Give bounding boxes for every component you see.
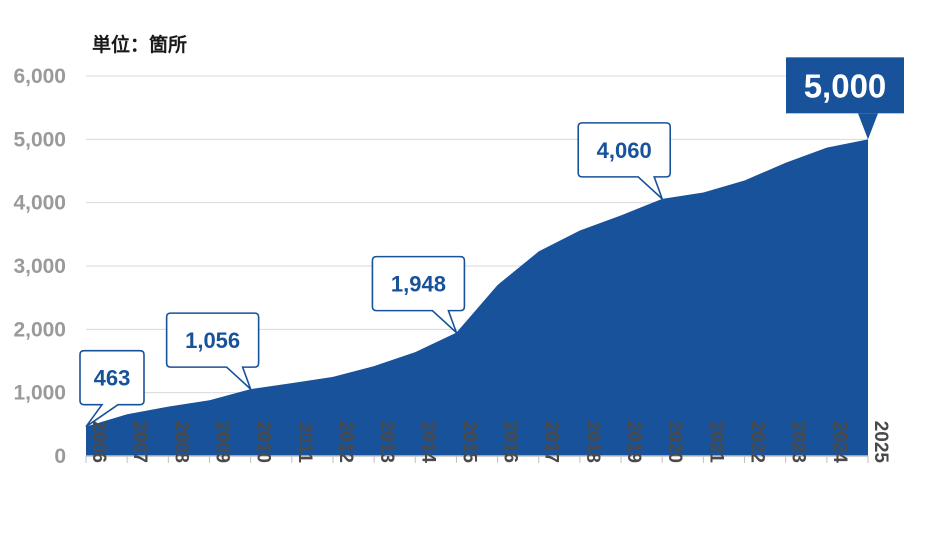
callout-label: 463 — [94, 366, 131, 391]
unit-label: 単位：箇所 — [92, 34, 188, 56]
x-tick-label: 2010 — [253, 421, 274, 463]
x-tick-label: 2018 — [582, 421, 603, 463]
callout-box — [577, 122, 672, 200]
x-tick-label: 2021 — [705, 421, 726, 464]
x-tick-label: 2013 — [376, 421, 397, 463]
y-tick-label: 1,000 — [13, 382, 66, 405]
data-area — [86, 139, 868, 457]
x-tick-label: 2015 — [458, 421, 479, 464]
callout-box — [371, 255, 466, 334]
callout-label: 1,948 — [391, 272, 446, 297]
x-tick-label: 2012 — [335, 421, 356, 463]
callout-box — [165, 312, 260, 390]
x-tick-label: 2019 — [623, 421, 644, 463]
x-tick-label: 2017 — [541, 421, 562, 463]
x-tick-label: 2016 — [500, 421, 521, 463]
x-tick-label: 2011 — [294, 422, 315, 464]
y-tick-label: 2,000 — [13, 318, 66, 341]
highlight-callout-pointer — [858, 113, 878, 140]
x-tick-label: 2023 — [788, 421, 809, 463]
x-tick-label: 2025 — [870, 421, 891, 464]
y-tick-label: 6,000 — [13, 65, 66, 88]
y-tick-label: 4,000 — [13, 192, 66, 215]
x-tick-label: 2007 — [129, 421, 150, 463]
x-tick-label: 2020 — [664, 421, 685, 463]
highlight-callout-label: 5,000 — [804, 67, 887, 104]
x-tick-label: 2022 — [747, 421, 768, 463]
x-tick-label: 2006 — [88, 421, 109, 463]
callout-box — [79, 349, 145, 428]
y-tick-label: 0 — [54, 445, 66, 468]
highlight-callout-box — [786, 57, 904, 114]
x-tick-label: 2009 — [211, 421, 232, 463]
y-tick-label: 5,000 — [13, 128, 66, 151]
x-tick-label: 2014 — [417, 421, 438, 464]
callout-label: 4,060 — [597, 138, 652, 163]
x-tick-label: 2024 — [829, 421, 850, 464]
y-tick-label: 3,000 — [13, 255, 66, 278]
x-tick-label: 2008 — [170, 421, 191, 463]
callout-label: 1,056 — [185, 328, 240, 353]
